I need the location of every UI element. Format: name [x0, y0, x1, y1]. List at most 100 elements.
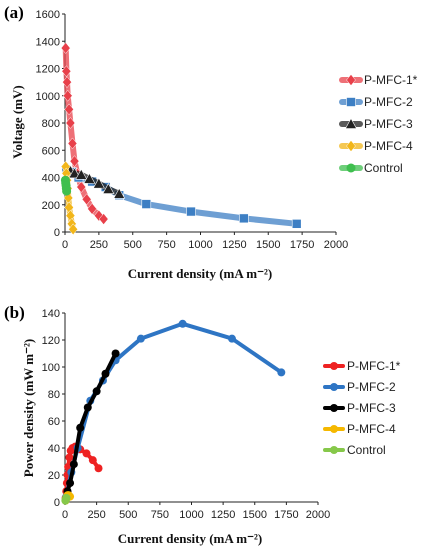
data-point	[141, 199, 152, 209]
data-point	[60, 42, 71, 54]
y-tick-label: 1600	[36, 9, 60, 21]
legend-item: P-MFC-4	[339, 139, 413, 153]
legend-item: P-MFC-2	[339, 95, 413, 109]
legend-label: P-MFC-1*	[347, 359, 401, 373]
x-tick-label: 0	[62, 239, 68, 251]
y-tick-label: 1200	[36, 64, 60, 76]
legend-item: Control	[339, 161, 403, 175]
legend-item: P-MFC-3	[339, 117, 413, 131]
legend-label: P-MFC-4	[364, 139, 413, 153]
y-tick-label: 80	[48, 389, 60, 401]
legend-item: P-MFC-1*	[339, 73, 418, 87]
data-point	[277, 368, 286, 377]
x-tick-label: 1250	[222, 239, 246, 251]
legend-label: P-MFC-1*	[364, 73, 418, 87]
data-point	[88, 456, 97, 465]
panel-b-legend: P-MFC-1* P-MFC-2 P-MFC-3 P-MFC-4 Control	[323, 359, 401, 457]
x-tick-label: 500	[119, 509, 137, 521]
data-point	[66, 479, 75, 488]
legend-label: P-MFC-2	[347, 380, 396, 394]
data-point	[92, 387, 101, 396]
x-tick-label: 750	[151, 509, 169, 521]
panel-a-legend: P-MFC-1* P-MFC-2 P-MFC-3 P-MFC-4 Control	[339, 73, 418, 175]
data-point	[92, 177, 105, 189]
x-tick-label: 1750	[290, 239, 314, 251]
legend-label: Control	[364, 161, 403, 175]
data-point	[111, 349, 120, 358]
data-point	[101, 369, 110, 378]
y-tick-label: 0	[54, 497, 60, 509]
panel-b-plot	[61, 319, 286, 505]
legend-swatch-marker	[346, 74, 356, 86]
y-tick-label: 1400	[36, 36, 60, 48]
legend-swatch-marker	[346, 163, 356, 173]
panel-a-plot	[60, 42, 302, 236]
y-tick-label: 1000	[36, 91, 60, 103]
legend-label: P-MFC-3	[364, 117, 413, 131]
data-point	[239, 213, 249, 224]
legend-item: P-MFC-1*	[323, 359, 401, 373]
data-point	[69, 155, 80, 168]
data-point	[83, 172, 96, 184]
data-point	[64, 103, 74, 116]
panel-a-x-label: Current density (mA m⁻²)	[128, 266, 272, 281]
x-tick-label: 1000	[179, 509, 203, 521]
data-point	[62, 76, 72, 89]
panel-a-y-ticks: 0 200 400 600 800 1000 1200 1400 1600	[36, 9, 65, 239]
legend-swatch-marker	[346, 140, 356, 152]
series-control	[61, 493, 71, 505]
series-p-mfc-2	[62, 319, 286, 501]
data-point	[65, 453, 74, 462]
data-point	[68, 223, 78, 236]
data-point	[62, 186, 72, 196]
x-tick-label: 1500	[243, 509, 267, 521]
legend-label: Control	[347, 443, 386, 457]
y-tick-label: 400	[42, 173, 60, 185]
data-point	[94, 464, 103, 473]
panel-b-y-label: Power density (mW m⁻²)	[21, 339, 36, 477]
y-tick-label: 800	[42, 118, 60, 130]
data-point	[227, 334, 236, 343]
x-tick-label: 500	[124, 239, 142, 251]
panel-a: (a) 0 200 400 600 800 1000 1200 1400 1600 0 250 50…	[4, 3, 418, 281]
data-point	[87, 202, 97, 215]
panel-a-x-ticks: 0 250 500 750 1000 1250 1500 1750 2000	[62, 232, 348, 251]
data-point	[113, 187, 126, 199]
data-point	[65, 117, 76, 129]
legend-swatch-marker	[330, 383, 338, 391]
data-point	[178, 319, 187, 328]
y-tick-label: 20	[48, 470, 60, 482]
data-point	[136, 334, 145, 343]
x-tick-label: 750	[157, 239, 175, 251]
data-point	[67, 137, 78, 150]
legend-item: P-MFC-2	[323, 380, 396, 394]
x-tick-label: 1750	[274, 509, 298, 521]
data-point	[76, 181, 87, 193]
data-point	[61, 65, 72, 78]
y-tick-label: 120	[42, 335, 60, 347]
data-point	[81, 193, 92, 206]
y-tick-label: 200	[42, 200, 60, 212]
data-point	[76, 423, 85, 432]
legend-swatch-marker	[330, 362, 338, 370]
x-tick-label: 2000	[324, 239, 348, 251]
data-point	[291, 219, 302, 229]
series-control	[60, 175, 72, 196]
data-point	[75, 168, 88, 180]
data-point	[69, 460, 78, 469]
y-tick-label: 140	[42, 308, 60, 320]
data-point	[83, 403, 92, 412]
legend-item: P-MFC-4	[323, 422, 396, 436]
legend-item: Control	[323, 443, 386, 457]
x-tick-label: 1250	[211, 509, 235, 521]
data-point	[68, 167, 81, 179]
legend-swatch-marker	[346, 97, 356, 107]
legend-swatch-marker	[330, 446, 338, 454]
series-line	[62, 45, 107, 223]
series-p-mfc-1-	[60, 42, 109, 225]
x-tick-label: 250	[87, 509, 105, 521]
y-tick-label: 60	[48, 416, 60, 428]
data-point	[82, 449, 91, 458]
panel-b-x-ticks: 0 250 500 750 1000 1250 1500 1750 2000	[62, 502, 330, 521]
